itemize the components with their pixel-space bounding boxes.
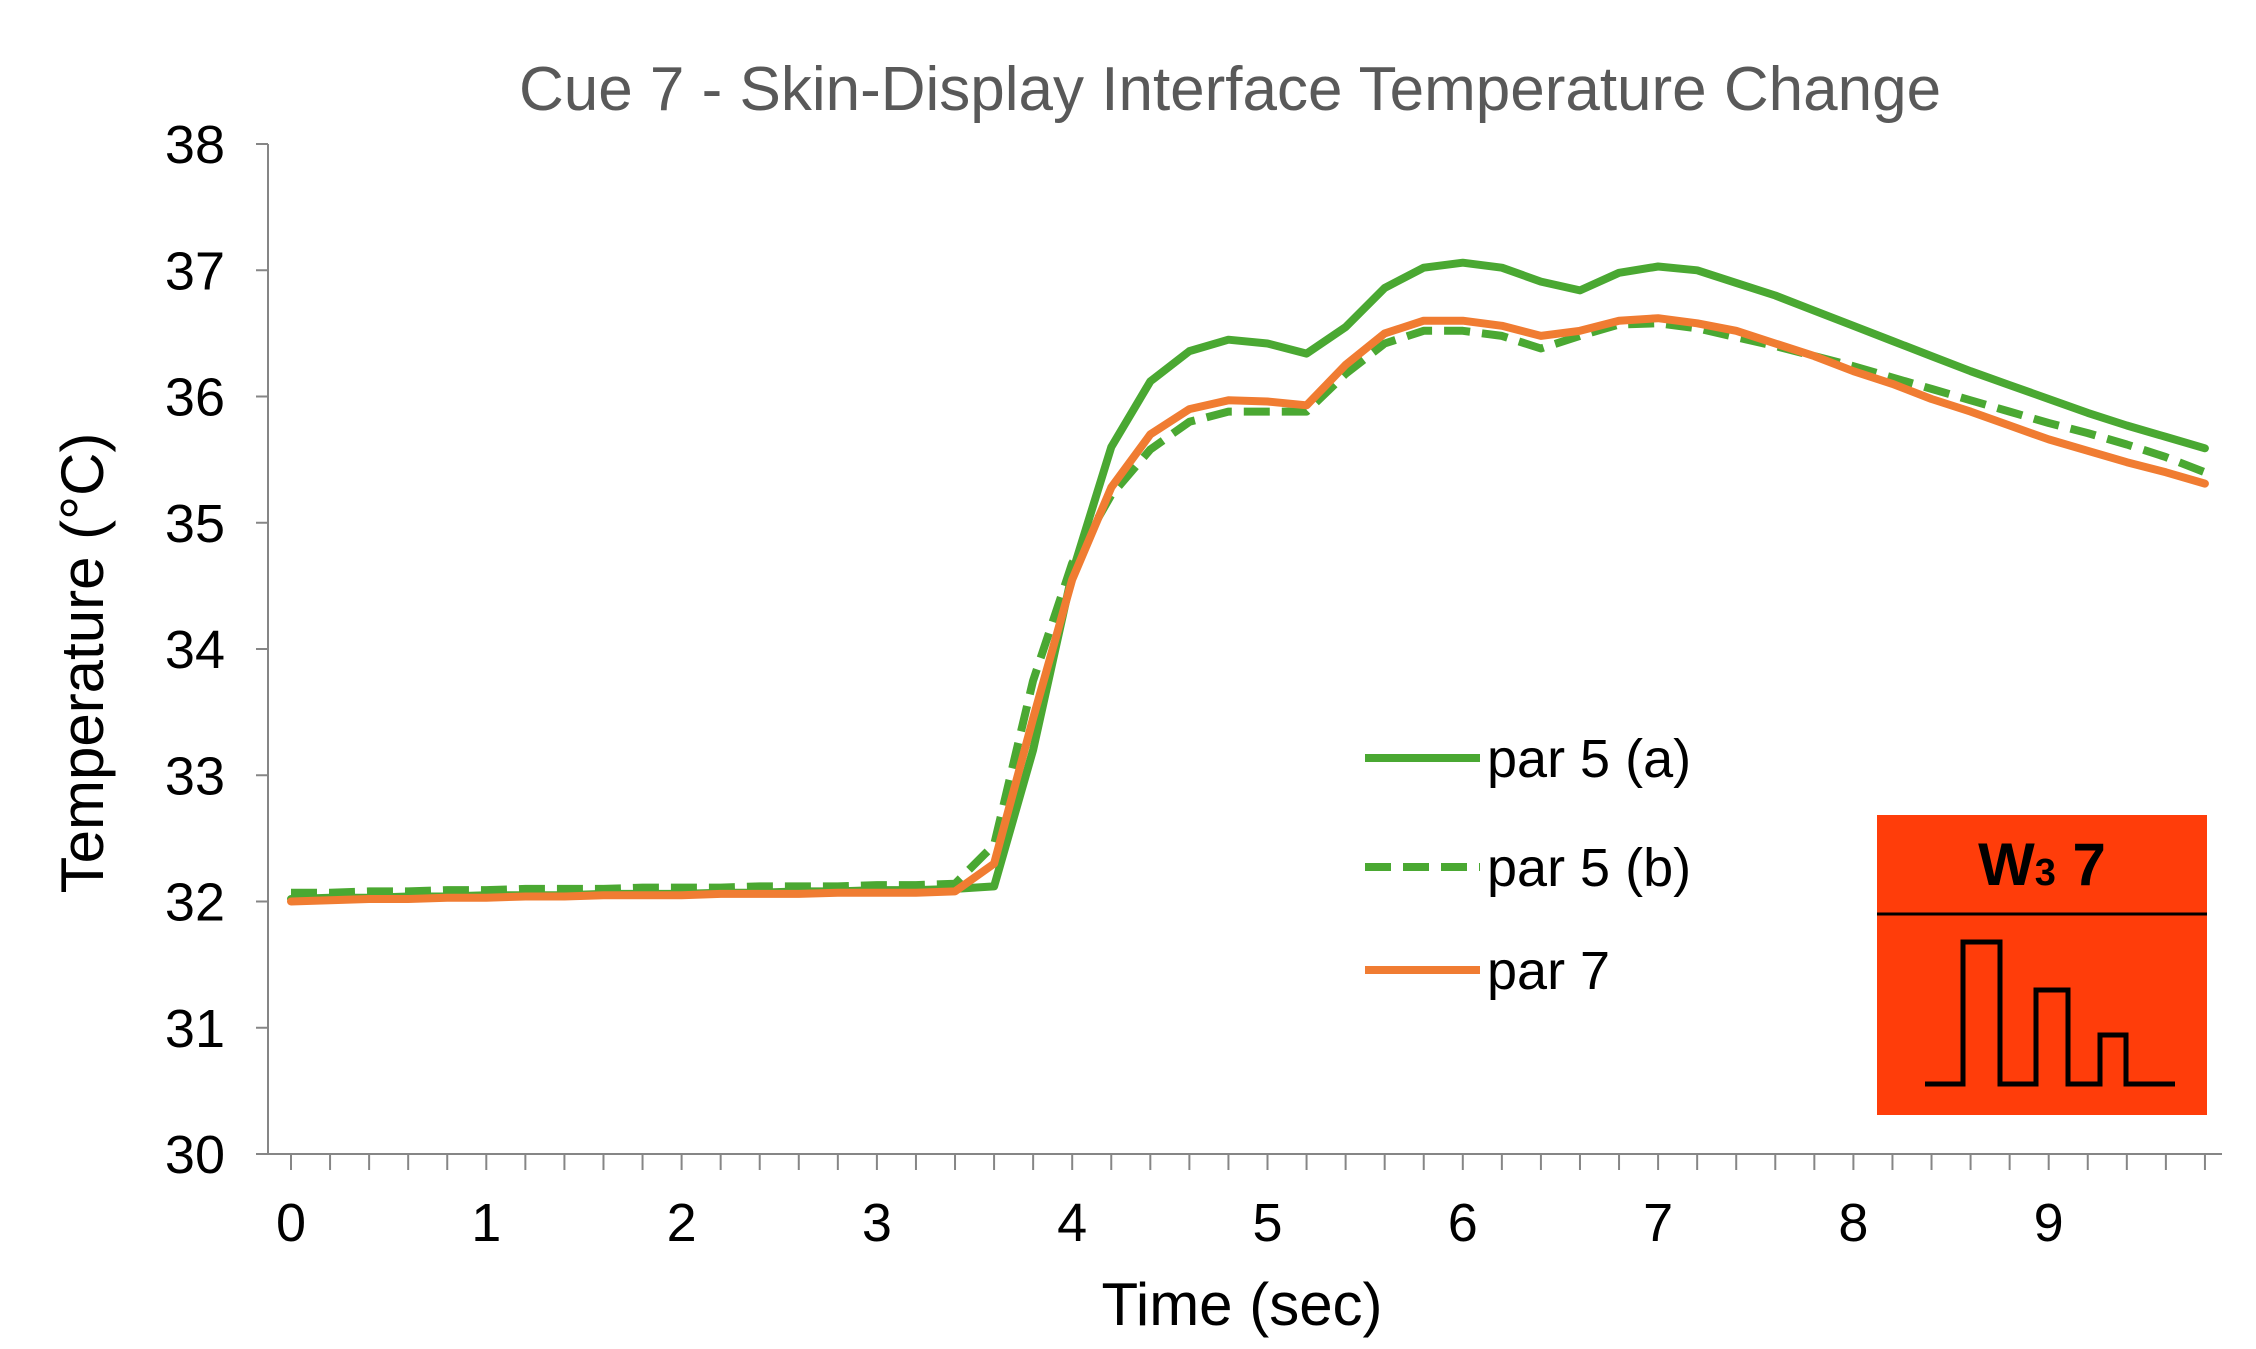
badge-heading-sub: 3 xyxy=(2035,852,2056,894)
x-tick-label: 0 xyxy=(276,1193,306,1253)
x-tick-label: 7 xyxy=(1643,1193,1673,1253)
series-line-par-5-b xyxy=(291,319,2207,897)
x-tick-label: 6 xyxy=(1448,1193,1478,1253)
x-tick-label: 5 xyxy=(1252,1193,1282,1253)
badge-heading-main: W xyxy=(1978,831,2035,898)
x-tick-label: 8 xyxy=(1838,1193,1868,1253)
x-tick-label: 1 xyxy=(471,1193,501,1253)
legend: par 5 (a) par 5 (b) par 7 xyxy=(1365,729,1691,1001)
y-tick-label: 33 xyxy=(165,746,225,806)
chart-title: Cue 7 - Skin-Display Interface Temperatu… xyxy=(519,55,1941,124)
legend-label-par7: par 7 xyxy=(1487,941,1610,1001)
x-axis-ticks: 0 1 2 3 4 5 6 7 8 9 xyxy=(276,1154,2206,1253)
badge-heading-space xyxy=(2056,831,2073,898)
y-tick-label: 30 xyxy=(165,1125,225,1185)
waveform-badge: W3 7 xyxy=(1877,815,2207,1115)
y-tick-label: 35 xyxy=(165,494,225,554)
x-tick-label: 9 xyxy=(2034,1193,2064,1253)
y-tick-label: 36 xyxy=(165,368,225,428)
x-tick-label: 4 xyxy=(1057,1193,1087,1253)
series-line-par-5-a xyxy=(287,258,2209,903)
badge-heading-num: 7 xyxy=(2073,831,2106,898)
legend-label-par5b: par 5 (b) xyxy=(1487,838,1691,898)
badge-heading: W3 7 xyxy=(1978,831,2106,898)
x-axis-label: Time (sec) xyxy=(1101,1271,1382,1338)
y-axis-label: Temperature (°C) xyxy=(49,433,116,894)
y-tick-label: 37 xyxy=(165,241,225,301)
x-tick-label: 2 xyxy=(667,1193,697,1253)
plot-series xyxy=(287,258,2209,906)
y-tick-label: 31 xyxy=(165,999,225,1059)
legend-label-par5a: par 5 (a) xyxy=(1487,729,1691,789)
y-tick-label: 38 xyxy=(165,115,225,175)
y-axis-ticks: 30 31 32 33 34 35 36 37 38 xyxy=(165,115,268,1185)
pulse-waveform-icon xyxy=(1925,939,2175,1087)
badge-background xyxy=(1877,815,2207,1115)
y-tick-label: 32 xyxy=(165,873,225,933)
x-tick-label: 3 xyxy=(862,1193,892,1253)
series-line-par-7 xyxy=(287,314,2209,906)
y-tick-label: 34 xyxy=(165,620,225,680)
